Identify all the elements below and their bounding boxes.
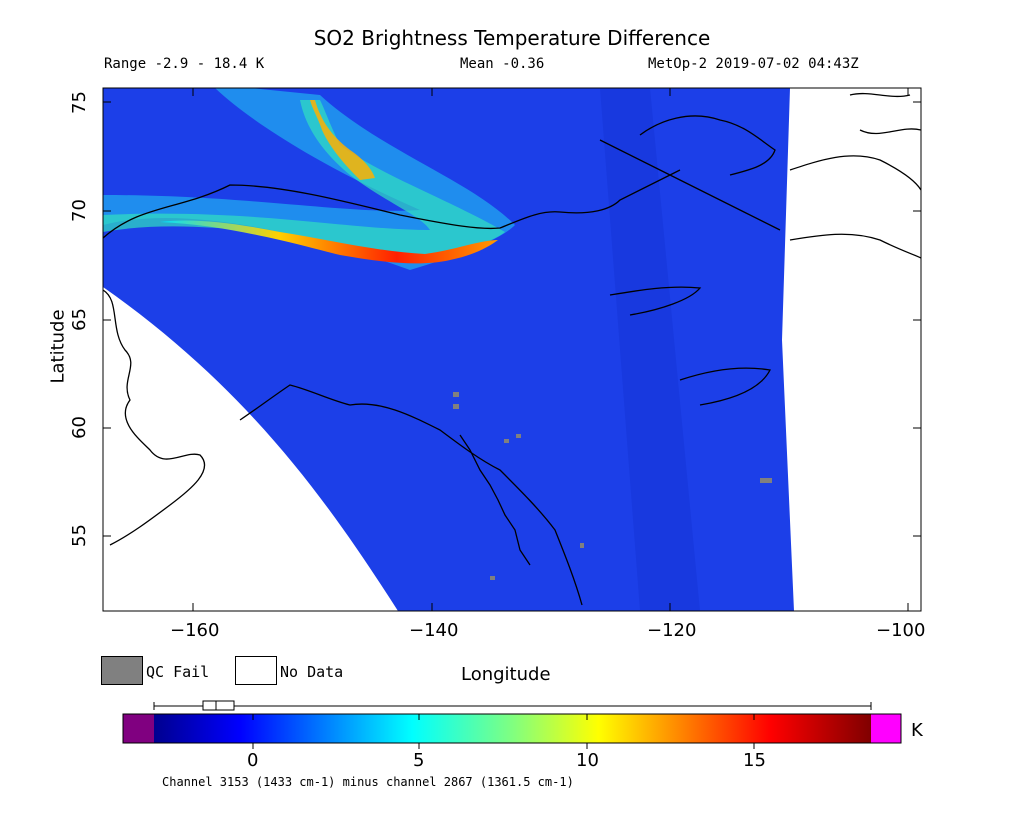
colorbar-gradient bbox=[154, 714, 871, 743]
qc-fail-label: QC Fail bbox=[146, 663, 210, 681]
lon-tick-140: −140 bbox=[409, 620, 459, 641]
colorbar-tick-5: 5 bbox=[413, 750, 425, 771]
y-axis-label: Latitude bbox=[47, 309, 69, 384]
colorbar-tick-10: 10 bbox=[576, 750, 599, 771]
lat-tick-70: 70 bbox=[68, 199, 90, 222]
lat-tick-55: 55 bbox=[68, 524, 90, 547]
colorbar-tick-0: 0 bbox=[247, 750, 259, 771]
chart-title: SO2 Brightness Temperature Difference bbox=[313, 26, 711, 50]
colorbar bbox=[122, 713, 902, 749]
so2-data-field bbox=[103, 88, 921, 611]
x-axis-label: Longitude bbox=[461, 664, 551, 685]
channel-footnote: Channel 3153 (1433 cm-1) minus channel 2… bbox=[162, 775, 574, 789]
coastlines bbox=[103, 92, 921, 606]
lon-tick-120: −120 bbox=[647, 620, 697, 641]
so2-plume-north-arm bbox=[310, 100, 375, 180]
so2-plume-halo bbox=[103, 88, 515, 270]
axis-ticks bbox=[103, 88, 921, 611]
colorbar-under bbox=[123, 714, 154, 743]
colorbar-unit: K bbox=[911, 720, 923, 741]
so2-plume-core bbox=[160, 220, 498, 264]
lat-tick-75: 75 bbox=[68, 91, 90, 114]
lon-tick-100: −100 bbox=[876, 620, 926, 641]
colorbar-ticks bbox=[252, 714, 755, 749]
qc-fail-pixels bbox=[453, 392, 772, 580]
satellite-time-label: MetOp-2 2019-07-02 04:43Z bbox=[648, 56, 859, 72]
colorbar-tick-15: 15 bbox=[743, 750, 766, 771]
no-data-swatch bbox=[235, 656, 277, 685]
range-label: Range -2.9 - 18.4 K bbox=[104, 56, 265, 72]
colorbar-over bbox=[871, 714, 901, 743]
lon-tick-160: −160 bbox=[170, 620, 220, 641]
no-data-label: No Data bbox=[280, 663, 344, 681]
lat-tick-65: 65 bbox=[68, 308, 90, 331]
qc-fail-swatch bbox=[101, 656, 143, 685]
plot-frame bbox=[102, 87, 922, 612]
distribution-boxplot bbox=[153, 700, 872, 711]
lat-tick-60: 60 bbox=[68, 416, 90, 439]
swath-dark-band bbox=[600, 88, 700, 611]
mean-label: Mean -0.36 bbox=[460, 56, 545, 72]
